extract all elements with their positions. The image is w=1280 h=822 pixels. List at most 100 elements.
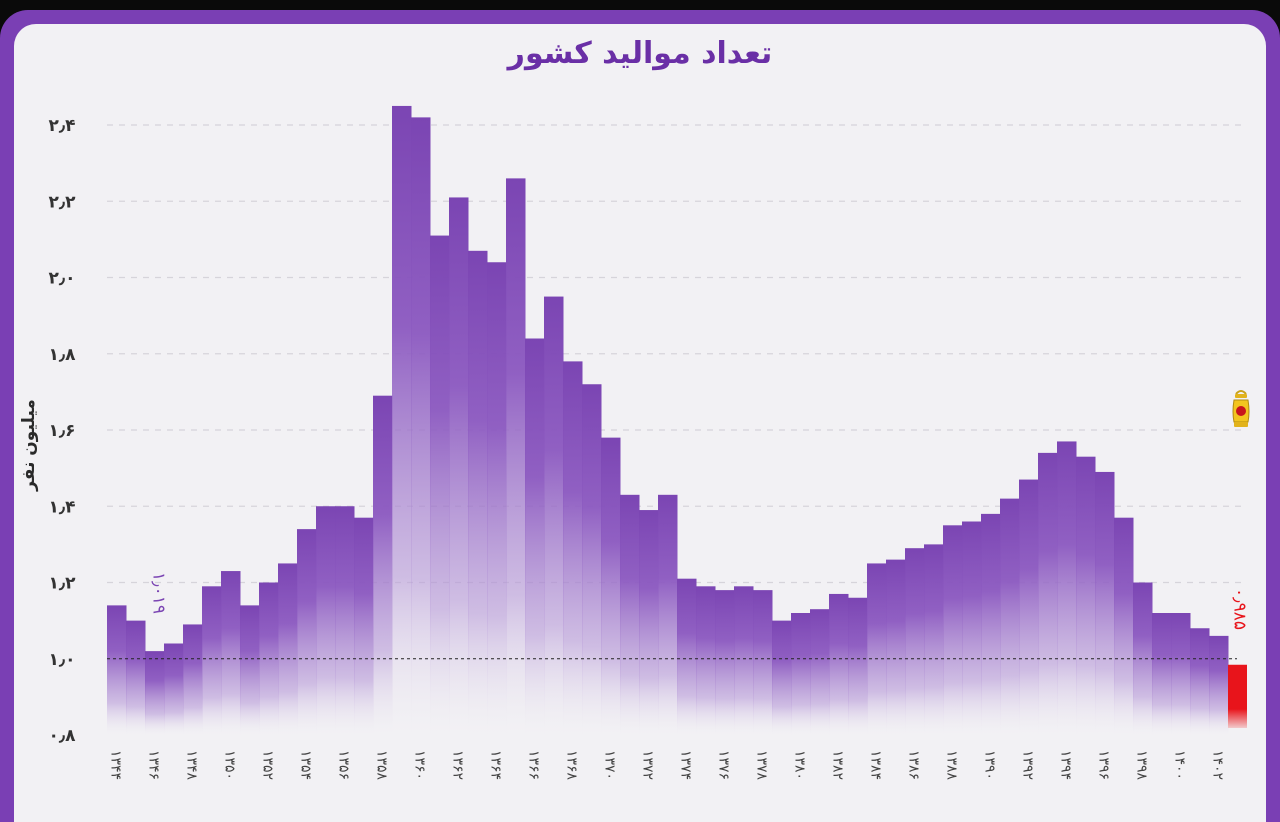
annotations: ۱٫۰۱۹ ۰٫۹۸۵	[149, 572, 1250, 630]
x-tick: ۱۳۷۸	[754, 750, 770, 781]
x-tick: ۱۳۵۸	[374, 750, 390, 781]
bar	[354, 517, 374, 735]
bar	[1171, 613, 1191, 735]
y-tick-label: ۲٫۲	[48, 192, 76, 212]
bar	[335, 506, 355, 735]
bar	[240, 605, 260, 735]
bar	[1095, 471, 1115, 735]
x-tick: ۱۳۷۲	[640, 750, 656, 780]
x-tick-label: ۱۳۴۴	[108, 750, 124, 780]
x-tick: ۱۳۶۸	[564, 750, 580, 781]
bar	[943, 525, 963, 735]
y-tick-label: ۰٫۸	[48, 726, 76, 746]
x-tick-label: ۱۳۸۴	[868, 750, 884, 780]
bar	[791, 613, 811, 735]
x-tick: ۱۳۴۸	[184, 750, 200, 781]
bar	[411, 117, 431, 735]
y-tick-label: ۱٫۴	[48, 497, 75, 517]
bar	[1057, 441, 1077, 735]
bar	[639, 510, 659, 735]
x-tick-label: ۱۳۶۲	[450, 750, 466, 780]
x-tick: ۱۳۹۴	[1058, 750, 1074, 780]
x-tick: ۱۳۴۶	[146, 750, 162, 780]
value-annotation: ۱٫۰۱۹	[149, 572, 169, 614]
x-tick: ۱۳۶۶	[526, 750, 542, 780]
x-tick-label: ۱۳۹۲	[1020, 750, 1036, 780]
x-tick: ۱۳۵۶	[336, 750, 352, 780]
bar	[468, 250, 488, 735]
x-tick: ۱۳۵۰	[222, 750, 238, 780]
bar	[848, 597, 868, 735]
bar	[107, 605, 127, 735]
x-tick: ۱۳۸۴	[868, 750, 884, 780]
x-tick: ۱۳۹۲	[1020, 750, 1036, 780]
bar	[886, 559, 906, 735]
bar	[316, 506, 336, 735]
bar	[126, 620, 146, 735]
y-axis-ticks: ۰٫۸ ۱٫۰ ۱٫۲ ۱٫۴ ۱٫۶ ۱٫۸ ۲٫۰ ۲٫۲ ۲٫۴	[48, 116, 76, 746]
bar	[297, 529, 317, 735]
bar	[1133, 582, 1153, 735]
bar	[1190, 628, 1210, 735]
x-tick: ۱۳۹۸	[1134, 750, 1150, 781]
x-tick: ۱۳۶۲	[450, 750, 466, 780]
bar	[1000, 498, 1020, 735]
bar	[1152, 613, 1172, 735]
x-tick-label: ۱۳۸۶	[906, 750, 922, 780]
x-tick-label: ۱۳۵۸	[374, 750, 390, 781]
x-tick: ۱۳۸۸	[944, 750, 960, 781]
lantern-logo-icon	[1232, 390, 1250, 427]
y-tick-label: ۱٫۶	[48, 421, 75, 441]
bar	[525, 338, 545, 735]
y-tick-label: ۲٫۴	[48, 116, 75, 136]
y-tick-label: ۱٫۰	[48, 650, 75, 670]
bar	[696, 586, 716, 735]
x-tick: ۱۳۵۴	[298, 750, 314, 780]
x-tick: ۱۴۰۲	[1210, 750, 1226, 780]
x-tick: ۱۳۹۶	[1096, 750, 1112, 780]
bar-highlight	[1228, 664, 1247, 728]
bar	[449, 197, 469, 735]
bar	[221, 571, 241, 735]
bar	[1209, 635, 1229, 735]
bar	[810, 609, 830, 735]
x-tick-label: ۱۴۰۲	[1210, 750, 1226, 780]
x-tick-label: ۱۳۶۶	[526, 750, 542, 780]
x-axis-ticks: ۱۳۴۴ ۱۳۴۶ ۱۳۴۸ ۱۳۵۰ ۱۳۵۲ ۱۳۵۴ ۱۳۵۶ ۱۳۵۸ ۱۳۶۰ ۱۳۶۲…	[108, 750, 1226, 781]
x-tick: ۱۳۹۰	[982, 750, 998, 780]
x-tick-label: ۱۳۷۴	[678, 750, 694, 780]
bar	[373, 395, 393, 735]
bar	[829, 593, 849, 735]
x-tick: ۱۳۷۴	[678, 750, 694, 780]
bar	[164, 643, 184, 735]
x-tick: ۱۳۷۶	[716, 750, 732, 780]
x-tick-label: ۱۳۹۰	[982, 750, 998, 780]
x-tick-label: ۱۳۴۸	[184, 750, 200, 781]
x-tick: ۱۴۰۰	[1172, 750, 1188, 780]
x-tick-label: ۱۳۸۰	[792, 750, 808, 780]
x-tick-label: ۱۳۷۲	[640, 750, 656, 780]
x-tick-label: ۱۳۷۶	[716, 750, 732, 780]
bar	[506, 178, 526, 735]
x-tick: ۱۳۷۰	[602, 750, 618, 780]
x-tick-label: ۱۳۴۶	[146, 750, 162, 780]
bar	[278, 563, 298, 735]
bar	[1038, 452, 1058, 735]
annotation-label: ۱٫۰۱۹	[149, 572, 169, 614]
bar	[905, 548, 925, 735]
y-tick-label: ۲٫۰	[48, 269, 75, 289]
bar	[620, 494, 640, 735]
x-tick: ۱۳۶۴	[488, 750, 504, 780]
y-tick-label: ۱٫۸	[48, 345, 76, 365]
x-tick-label: ۱۳۹۸	[1134, 750, 1150, 781]
x-tick: ۱۳۸۲	[830, 750, 846, 780]
bar	[924, 544, 944, 735]
x-tick-label: ۱۳۷۸	[754, 750, 770, 781]
bar	[544, 296, 564, 735]
x-tick-label: ۱۳۹۶	[1096, 750, 1112, 780]
x-tick-label: ۱۳۵۰	[222, 750, 238, 780]
x-tick-label: ۱۳۶۴	[488, 750, 504, 780]
x-tick-label: ۱۳۵۶	[336, 750, 352, 780]
bar	[259, 582, 279, 735]
